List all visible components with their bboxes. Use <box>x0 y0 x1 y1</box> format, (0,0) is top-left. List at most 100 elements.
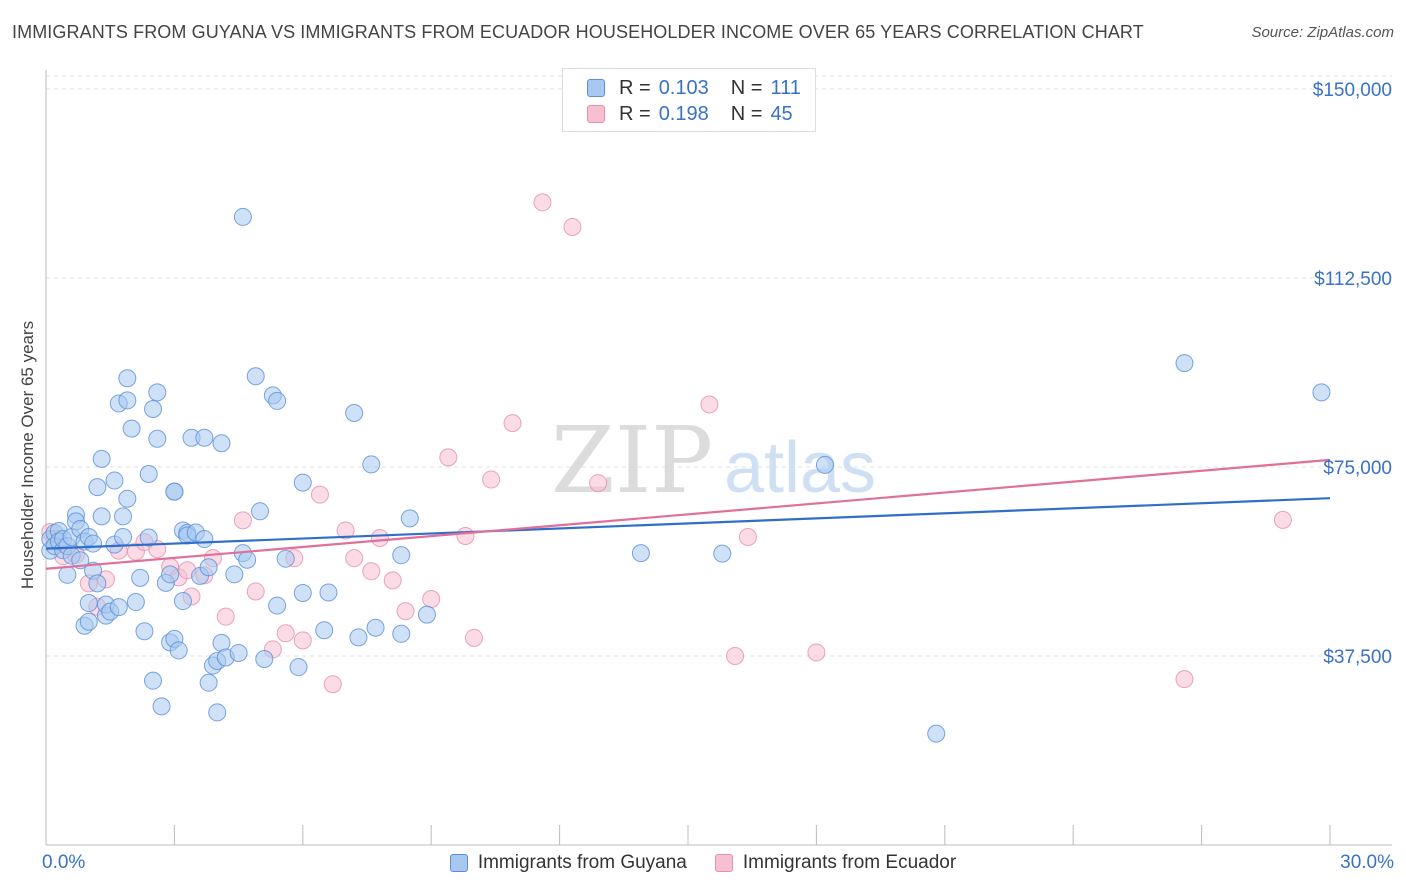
guyana-point <box>144 399 162 418</box>
guyana-point <box>815 455 834 474</box>
guyana-point <box>251 502 269 521</box>
ecuador-point <box>1273 510 1292 529</box>
guyana-point <box>92 507 111 526</box>
guyana-point <box>199 673 218 692</box>
guyana-point <box>225 565 244 584</box>
guyana-point <box>199 558 218 577</box>
guyana-point <box>109 598 128 617</box>
y-tick-label: $75,000 <box>1323 458 1392 479</box>
legend-r-label: R = <box>619 102 651 125</box>
correlation-legend: R = 0.103 N = 111 R = 0.198 N = 45 <box>562 68 816 132</box>
guyana-point <box>135 622 154 641</box>
y-tick-label: $150,000 <box>1313 80 1392 101</box>
guyana-point <box>233 207 252 226</box>
guyana-point <box>276 549 295 568</box>
ecuador-point <box>246 582 265 601</box>
guyana-point <box>927 724 946 743</box>
ecuador-point <box>1175 670 1194 689</box>
guyana-swatch <box>449 854 468 872</box>
guyana-point <box>139 465 158 484</box>
ecuador-point <box>370 529 389 548</box>
ecuador-point <box>439 448 458 467</box>
ecuador-trend-line <box>45 458 1331 570</box>
x-axis-max-label: 30.0% <box>1340 852 1394 873</box>
guyana-point <box>400 509 419 528</box>
guyana-point <box>139 528 158 547</box>
guyana-point <box>268 596 287 615</box>
legend-ecuador-label: Immigrants from Ecuador <box>742 852 957 873</box>
guyana-point <box>161 565 180 584</box>
guyana-point <box>255 650 274 668</box>
guyana-point <box>148 429 167 448</box>
ecuador-point <box>310 485 329 504</box>
ecuador-point <box>563 218 582 237</box>
ecuador-swatch <box>587 105 605 123</box>
legend-r-label: R = <box>619 76 651 99</box>
ecuador-point <box>738 528 757 547</box>
guyana-point <box>169 641 188 660</box>
guyana-point <box>417 605 436 624</box>
guyana-point <box>84 534 103 553</box>
guyana-point <box>246 367 265 386</box>
guyana-point <box>362 455 381 474</box>
guyana-points <box>41 207 1331 743</box>
guyana-point <box>79 594 98 613</box>
legend-guyana-n: 111 <box>770 76 801 99</box>
ecuador-point <box>276 624 295 643</box>
ecuador-point <box>345 549 364 568</box>
x-axis-min-label: 0.0% <box>42 852 86 873</box>
guyana-point <box>293 473 312 492</box>
guyana-point <box>349 628 368 647</box>
guyana-point <box>131 568 150 587</box>
guyana-point <box>118 391 137 410</box>
ecuador-point <box>362 562 381 581</box>
legend-row-ecuador: R = 0.198 N = 45 <box>587 102 793 126</box>
y-axis-label: Householder Income Over 65 years <box>18 320 37 590</box>
guyana-point <box>118 369 137 388</box>
ecuador-point <box>293 631 312 650</box>
guyana-point <box>144 671 162 690</box>
ecuador-swatch <box>714 854 733 872</box>
axes <box>45 70 1392 846</box>
source-credit: Source: ZipAtlas.com <box>1251 24 1394 41</box>
guyana-point <box>118 489 137 508</box>
guyana-point <box>122 419 141 438</box>
guyana-point <box>289 658 308 677</box>
guyana-trend-line <box>45 497 1331 550</box>
guyana-point <box>148 383 167 402</box>
legend-guyana-label: Immigrants from Guyana <box>477 852 687 873</box>
ecuador-point <box>422 590 441 609</box>
y-tick-label: $112,500 <box>1314 269 1392 290</box>
ecuador-point <box>396 602 415 621</box>
ecuador-point <box>533 193 552 212</box>
guyana-point <box>366 618 385 637</box>
guyana-swatch <box>587 79 605 97</box>
guyana-point <box>238 550 257 569</box>
y-tick-label: $37,500 <box>1323 647 1392 668</box>
guyana-point <box>319 583 338 602</box>
guyana-point <box>105 471 124 490</box>
guyana-point <box>114 507 133 526</box>
guyana-point <box>631 544 650 563</box>
legend-guyana-r: 0.103 <box>658 76 709 99</box>
guyana-point <box>392 624 411 643</box>
watermark-atlas: atlas <box>724 428 876 508</box>
ecuador-point <box>233 511 252 530</box>
ecuador-point <box>589 474 608 493</box>
guyana-point <box>88 574 107 593</box>
guyana-point <box>713 544 732 563</box>
guyana-point <box>195 530 214 549</box>
series-legend: Immigrants from Guyana Immigrants from E… <box>0 852 1406 874</box>
ecuador-point <box>465 628 483 647</box>
guyana-point <box>126 593 145 612</box>
chart-title: IMMIGRANTS FROM GUYANA VS IMMIGRANTS FRO… <box>12 22 1144 42</box>
legend-item-guyana: Immigrants from Guyana <box>449 852 687 874</box>
guyana-point <box>173 592 192 611</box>
watermark-zip: ZIP <box>551 407 713 514</box>
guyana-point <box>165 482 184 501</box>
legend-ecuador-r: 0.198 <box>658 102 709 125</box>
guyana-point <box>208 703 227 722</box>
legend-n-label: N = <box>730 76 763 99</box>
legend-item-ecuador: Immigrants from Ecuador <box>714 852 957 874</box>
guyana-point <box>152 697 171 716</box>
